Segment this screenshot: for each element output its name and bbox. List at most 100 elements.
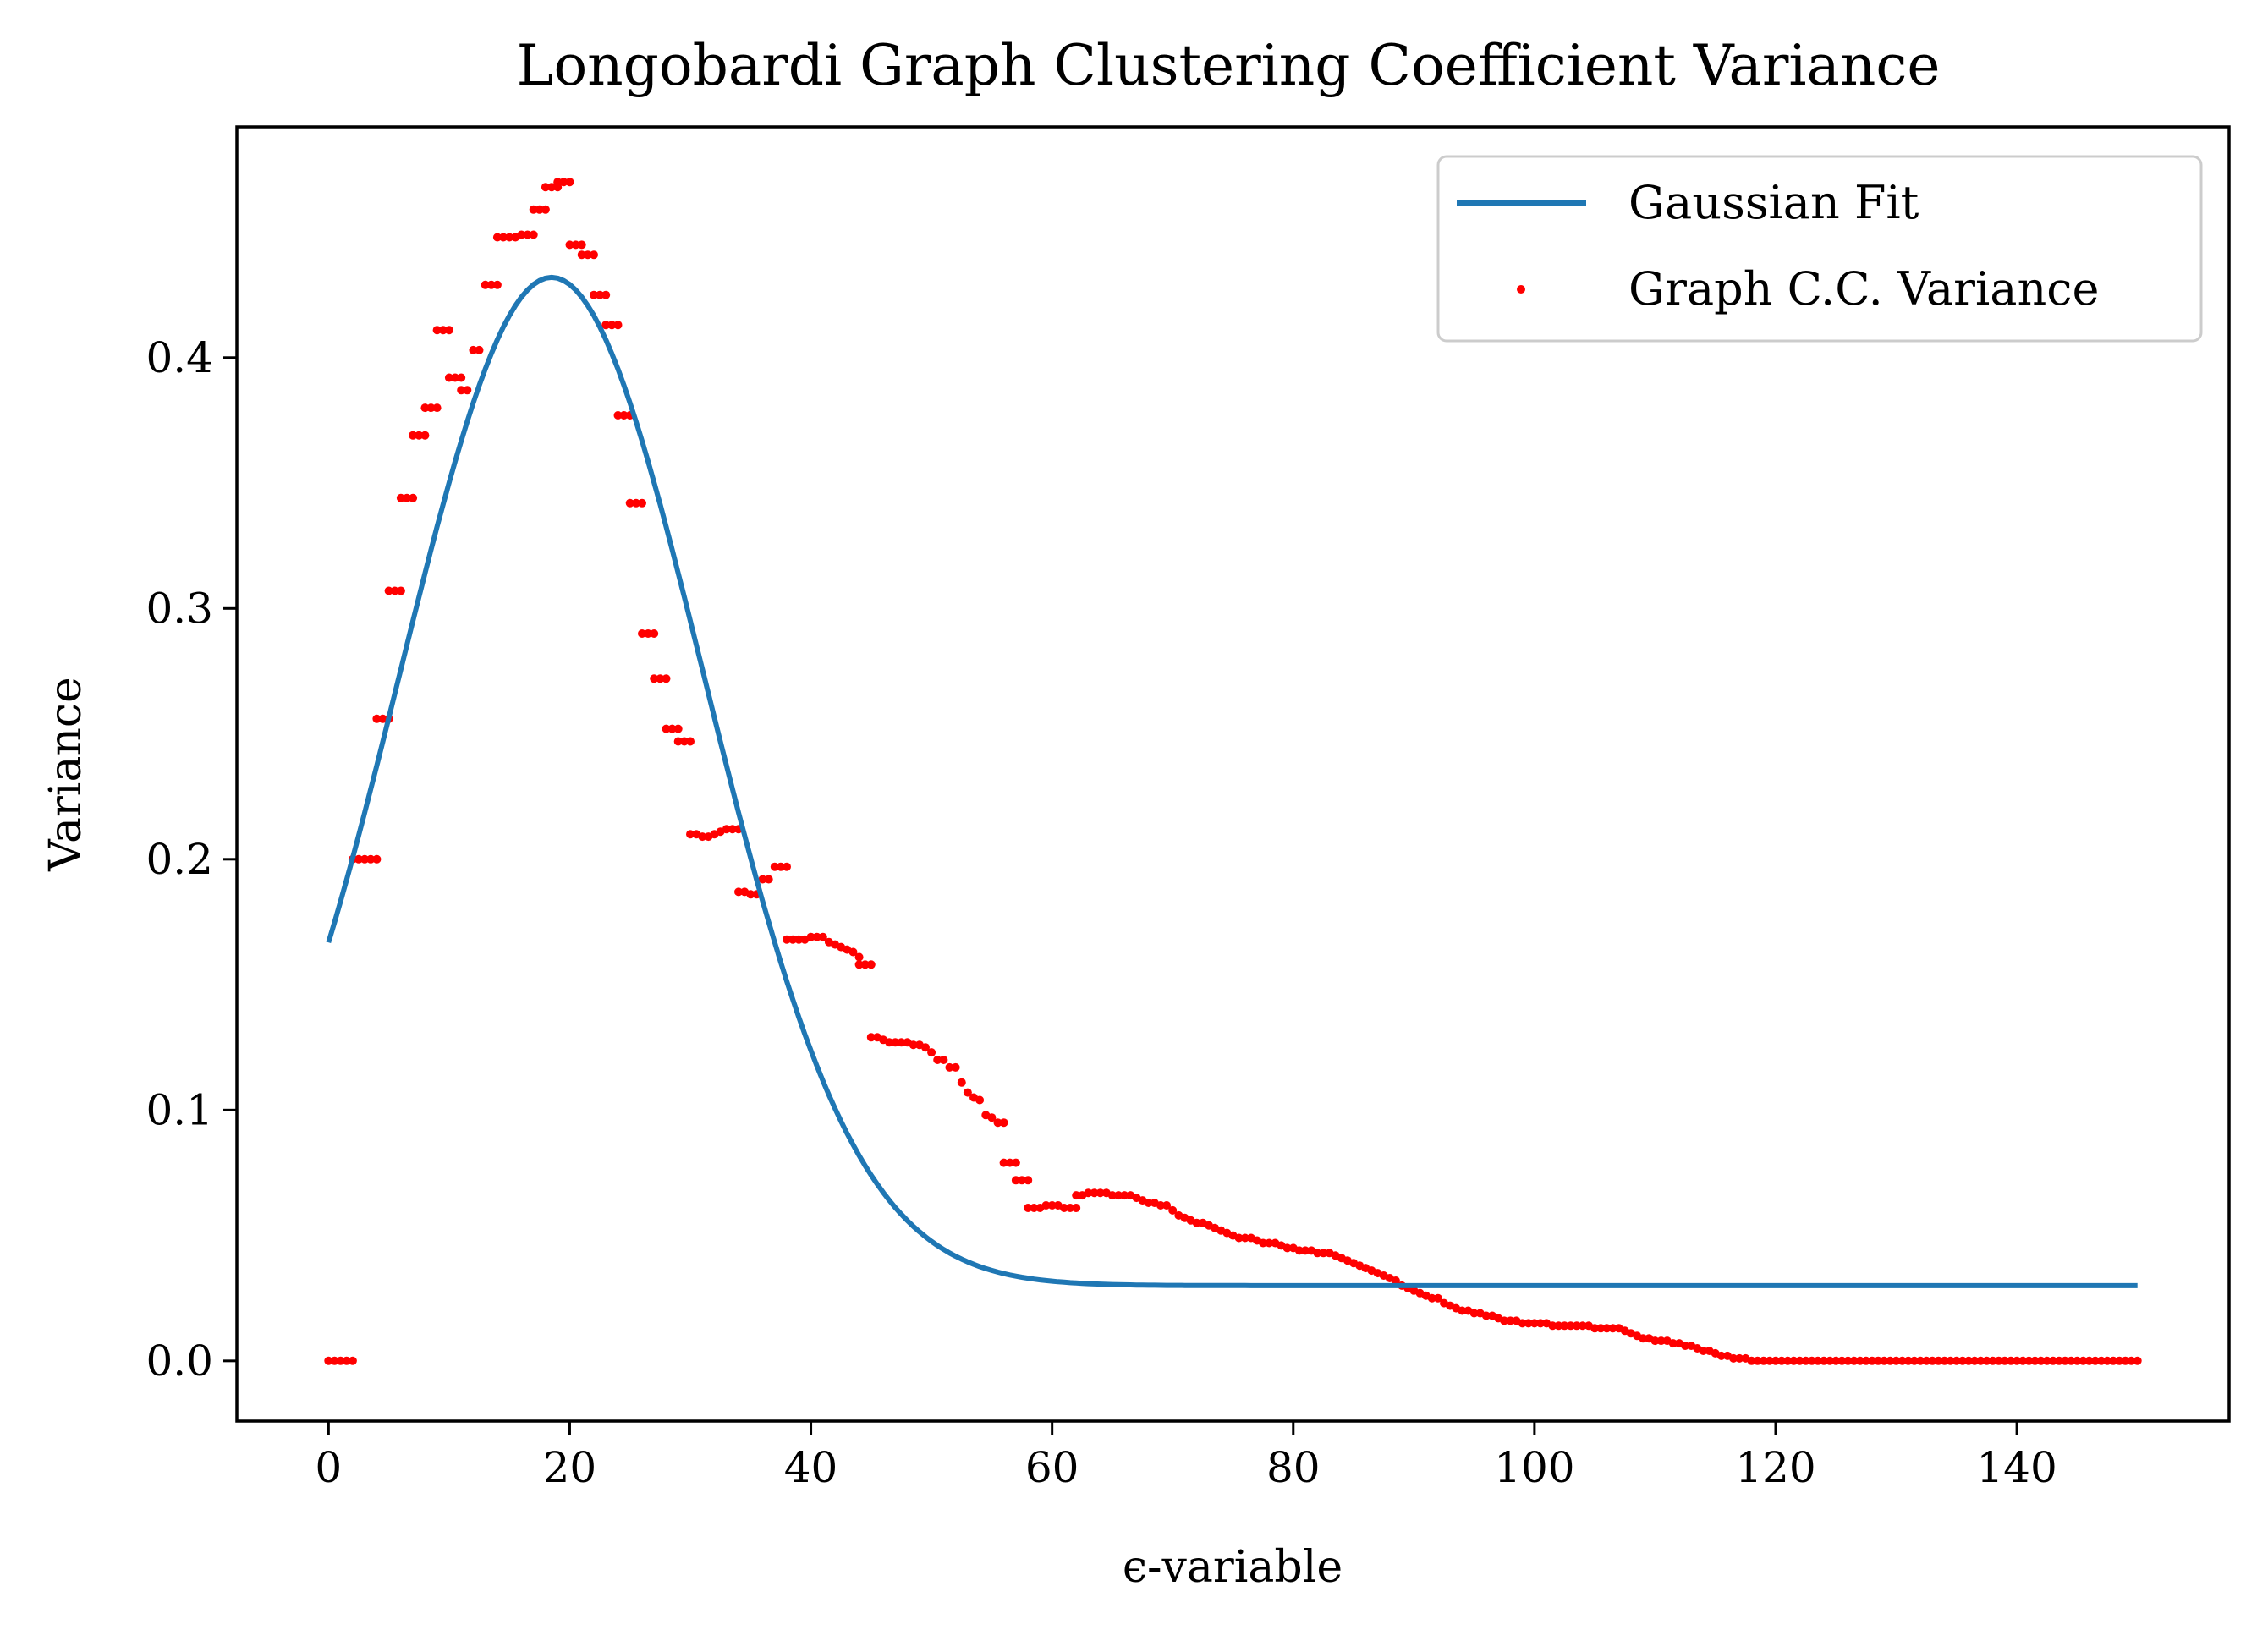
- data-point: [432, 326, 442, 335]
- data-point: [1433, 1293, 1442, 1303]
- data-point: [1590, 1324, 1600, 1333]
- data-point: [2121, 1356, 2130, 1365]
- data-point: [1668, 1339, 1678, 1348]
- data-point: [679, 737, 689, 746]
- data-point: [1024, 1204, 1033, 1212]
- data-point: [860, 960, 870, 969]
- data-point: [1903, 1356, 1913, 1365]
- data-point: [1958, 1356, 1967, 1365]
- data-point: [854, 952, 864, 962]
- data-point: [330, 1356, 339, 1365]
- data-point: [999, 1118, 1008, 1128]
- data-point: [529, 230, 538, 239]
- data-point: [451, 373, 459, 382]
- data-point: [764, 875, 773, 884]
- data-point: [662, 724, 671, 733]
- data-point: [1807, 1356, 1816, 1365]
- data-point: [728, 825, 737, 834]
- data-point: [1566, 1321, 1575, 1331]
- data-point: [698, 832, 707, 842]
- data-point: [1729, 1353, 1738, 1363]
- data-point: [1849, 1356, 1859, 1365]
- legend-label-points: Graph C.C. Variance: [1628, 262, 2099, 316]
- data-point: [438, 326, 448, 335]
- data-point: [788, 935, 798, 944]
- data-point: [420, 431, 430, 440]
- data-point: [354, 854, 363, 864]
- data-point: [1030, 1204, 1039, 1212]
- data-point: [1747, 1356, 1756, 1365]
- data-point: [722, 825, 731, 834]
- y-tick-label: 0.2: [146, 835, 213, 884]
- data-point: [673, 724, 683, 733]
- data-point: [1789, 1356, 1798, 1365]
- y-axis-label: Variance: [41, 677, 91, 872]
- data-point: [336, 1356, 345, 1365]
- data-point: [1481, 1311, 1491, 1320]
- plot-area: [324, 178, 2142, 1365]
- data-point: [770, 862, 779, 871]
- data-point: [486, 280, 496, 289]
- data-point: [1313, 1249, 1322, 1258]
- x-tick-label: 140: [1976, 1443, 2057, 1492]
- data-point: [372, 854, 382, 864]
- data-point: [1602, 1324, 1612, 1333]
- data-point: [746, 890, 755, 899]
- data-point: [644, 629, 653, 638]
- scatter-points: [324, 178, 2142, 1365]
- data-point: [571, 240, 580, 250]
- data-point: [812, 932, 821, 941]
- data-point: [1650, 1336, 1660, 1346]
- data-point: [1578, 1321, 1587, 1331]
- data-point: [469, 345, 478, 354]
- x-tick-label: 100: [1494, 1443, 1574, 1492]
- data-point: [673, 737, 683, 746]
- data-point: [1596, 1324, 1606, 1333]
- data-point: [565, 178, 574, 187]
- data-point: [348, 1356, 357, 1365]
- data-point: [1855, 1356, 1864, 1365]
- data-point: [492, 233, 502, 242]
- data-point: [806, 932, 815, 941]
- data-point: [1934, 1356, 1943, 1365]
- data-point: [396, 493, 405, 502]
- data-point: [1795, 1356, 1804, 1365]
- data-point: [1391, 1276, 1400, 1285]
- data-point: [1572, 1321, 1581, 1331]
- data-point: [390, 586, 399, 595]
- x-tick-label: 20: [543, 1443, 597, 1492]
- x-tick-label: 80: [1266, 1443, 1321, 1492]
- data-point: [547, 183, 557, 192]
- data-point: [444, 373, 453, 382]
- data-point: [1940, 1356, 1949, 1365]
- x-tick-label: 60: [1025, 1443, 1079, 1492]
- data-point: [1107, 1191, 1117, 1200]
- data-point: [1608, 1324, 1617, 1333]
- data-point: [1168, 1205, 1178, 1215]
- data-point: [1529, 1319, 1539, 1328]
- data-point: [686, 737, 695, 746]
- data-point: [378, 714, 387, 723]
- data-point: [1916, 1356, 1925, 1365]
- data-point: [631, 498, 640, 508]
- data-point: [1982, 1356, 1991, 1365]
- data-point: [1826, 1356, 1835, 1365]
- data-point: [1011, 1176, 1020, 1185]
- data-point: [662, 674, 671, 683]
- data-point: [372, 714, 382, 723]
- data-point: [1041, 1201, 1051, 1210]
- data-point: [1964, 1356, 1974, 1365]
- data-point: [426, 403, 436, 413]
- data-point: [1970, 1356, 1980, 1365]
- data-point: [1548, 1321, 1557, 1331]
- x-tick-label: 40: [784, 1443, 838, 1492]
- data-point: [1162, 1201, 1172, 1210]
- data-point: [734, 887, 743, 897]
- data-point: [1301, 1246, 1310, 1255]
- data-point: [481, 280, 490, 289]
- data-point: [463, 386, 472, 395]
- data-point: [457, 373, 466, 382]
- data-point: [1843, 1356, 1853, 1365]
- data-point: [403, 493, 411, 502]
